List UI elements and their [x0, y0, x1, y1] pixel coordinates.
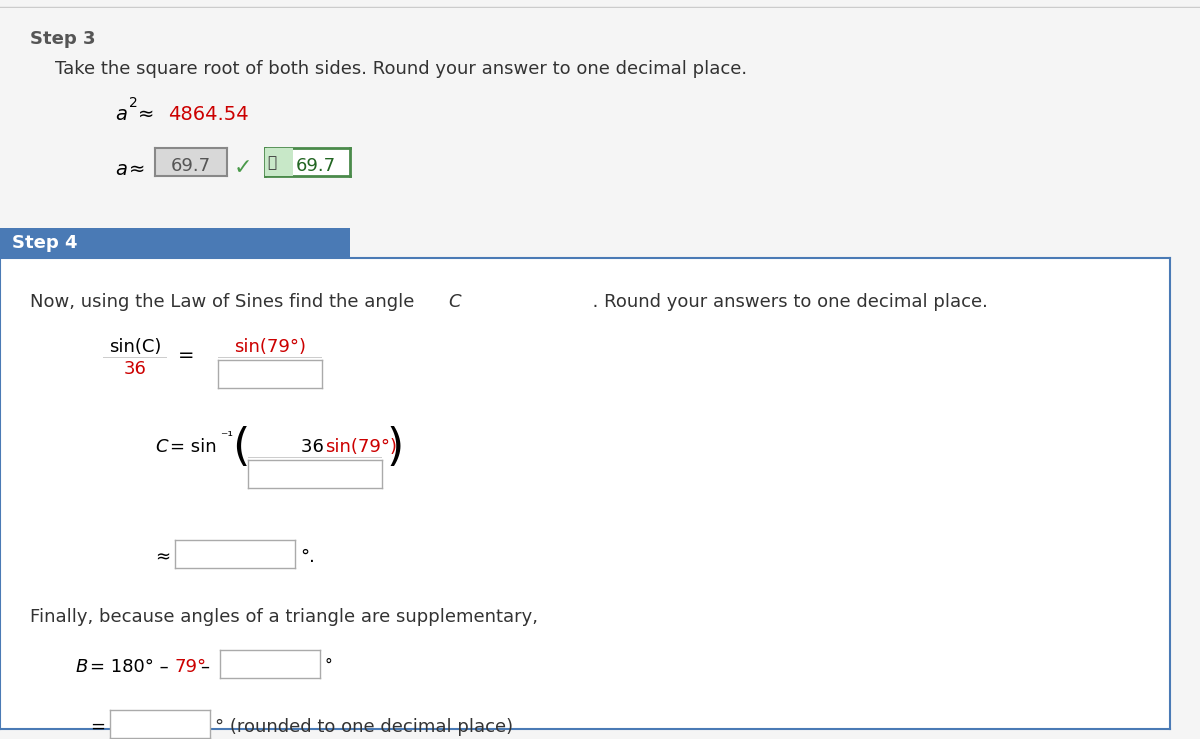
Text: $C$: $C$ [448, 293, 462, 311]
Text: Step 3: Step 3 [30, 30, 96, 48]
Text: –: – [200, 658, 209, 676]
Text: Finally, because angles of a triangle are supplementary,: Finally, because angles of a triangle ar… [30, 608, 538, 626]
Text: $a$: $a$ [115, 160, 127, 179]
Text: 4864.54: 4864.54 [168, 105, 248, 124]
Text: $B$: $B$ [74, 658, 89, 676]
Text: Step 4: Step 4 [12, 234, 78, 252]
Text: =: = [90, 718, 106, 736]
Text: °: ° [325, 658, 332, 673]
Text: 69.7: 69.7 [296, 157, 336, 175]
Text: $a$: $a$ [115, 105, 127, 124]
Text: ° (rounded to one decimal place): ° (rounded to one decimal place) [215, 718, 514, 736]
Text: = 180° –: = 180° – [90, 658, 169, 676]
Text: ⁻¹: ⁻¹ [220, 430, 233, 444]
Text: 69.7: 69.7 [170, 157, 211, 175]
Text: ≈: ≈ [130, 160, 145, 179]
Text: sin(79°): sin(79°) [234, 338, 306, 356]
Text: = sin: = sin [170, 438, 217, 456]
Text: Take the square root of both sides. Round your answer to one decimal place.: Take the square root of both sides. Roun… [55, 60, 748, 78]
Text: °.: °. [300, 548, 314, 566]
Text: sin(79°): sin(79°) [325, 438, 397, 456]
Text: 36: 36 [124, 360, 146, 378]
Text: $C$: $C$ [155, 438, 169, 456]
Text: ✓: ✓ [234, 158, 253, 178]
Text: 2: 2 [130, 96, 138, 110]
Text: ≈: ≈ [155, 548, 170, 566]
Text: =: = [178, 346, 194, 365]
Text: 79°: 79° [175, 658, 208, 676]
Text: Now, using the Law of Sines find the angle                               . Round: Now, using the Law of Sines find the ang… [30, 293, 988, 311]
Text: (: ( [232, 426, 250, 469]
Text: 🔑: 🔑 [266, 155, 276, 170]
Text: ≈: ≈ [138, 105, 155, 124]
Text: sin(C): sin(C) [109, 338, 161, 356]
Text: ): ) [386, 426, 403, 469]
Text: 36: 36 [301, 438, 329, 456]
